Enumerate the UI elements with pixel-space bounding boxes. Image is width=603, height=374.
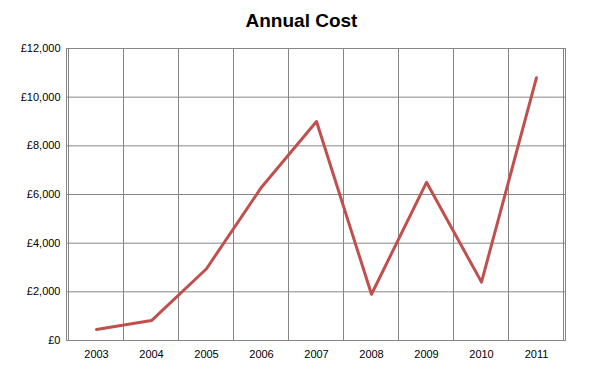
svg-text:£12,000: £12,000 — [21, 42, 61, 54]
svg-text:2010: 2010 — [469, 348, 493, 360]
svg-text:2009: 2009 — [414, 348, 438, 360]
svg-text:2005: 2005 — [194, 348, 218, 360]
svg-text:2003: 2003 — [84, 348, 108, 360]
html-text:Annual Cost: Annual Cost — [245, 10, 358, 31]
svg-text:£8,000: £8,000 — [27, 139, 61, 151]
svg-text:£10,000: £10,000 — [21, 91, 61, 103]
svg-text:2007: 2007 — [304, 348, 328, 360]
svg-text:2011: 2011 — [525, 348, 549, 360]
svg-text:£0: £0 — [48, 334, 60, 346]
svg-text:2008: 2008 — [359, 348, 383, 360]
svg-text:2006: 2006 — [249, 348, 273, 360]
svg-text:£2,000: £2,000 — [27, 285, 61, 297]
svg-text:£6,000: £6,000 — [27, 188, 61, 200]
svg-text:2004: 2004 — [139, 348, 163, 360]
svg-text:£4,000: £4,000 — [27, 237, 61, 249]
